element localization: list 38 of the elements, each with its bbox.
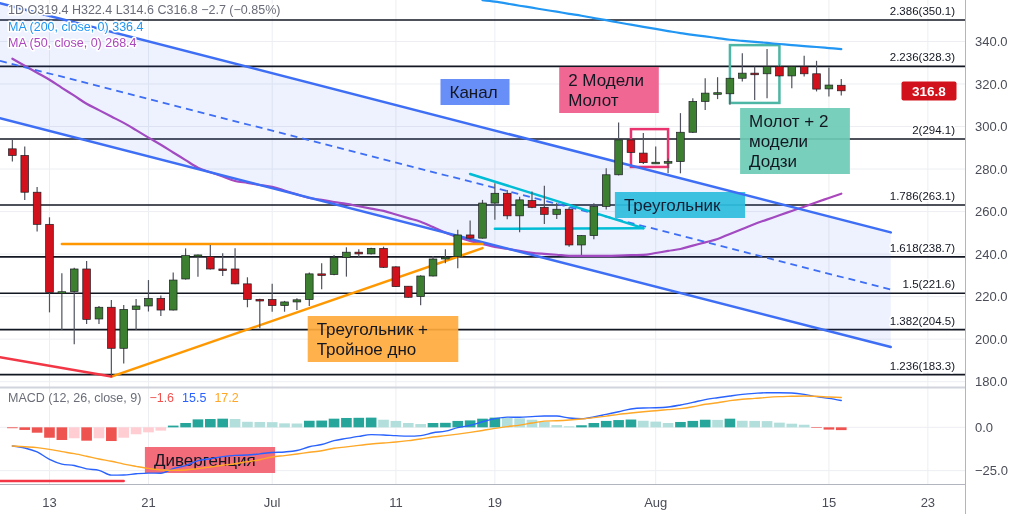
y-tick-label: −25.0	[975, 463, 1008, 479]
ref-line-label: 1.786(263.1)	[889, 189, 956, 202]
annotation: 316.8	[912, 83, 947, 99]
chart-title: MACD (12, 26, close, 9)	[8, 391, 142, 405]
x-tick-label: 23	[920, 494, 936, 510]
y-tick-label: 180.0	[975, 374, 1008, 390]
y-tick-label: 300.0	[975, 119, 1008, 135]
series-label: MA (50, close, 0) 268.4	[8, 36, 137, 50]
y-tick-label: 220.0	[975, 289, 1008, 305]
ref-line-label: 2.386(350.1)	[889, 4, 956, 17]
text: 15.5	[182, 391, 207, 405]
ref-line-label: 2(294.1)	[912, 124, 956, 137]
y-tick-label: 260.0	[975, 204, 1008, 220]
ref-line-label: 1.236(183.3)	[889, 359, 956, 372]
y-tick-label: 280.0	[975, 161, 1008, 177]
y-tick-label: 200.0	[975, 331, 1008, 347]
x-tick-label: 11	[389, 494, 403, 510]
x-tick-label: 19	[487, 494, 503, 510]
annotation: 2 Модели Молот	[568, 71, 649, 110]
y-tick-label: 0.0	[975, 419, 994, 435]
x-tick-label: 15	[821, 494, 837, 510]
ref-line-label: 2.236(328.3)	[889, 51, 956, 64]
annotation: Треугольник	[623, 196, 722, 215]
x-tick-label: 13	[42, 494, 57, 510]
annotation: Треугольник + Тройное дно	[316, 320, 433, 359]
x-tick-label: 21	[141, 494, 156, 510]
annotation: Канал	[449, 83, 498, 102]
y-tick-label: 240.0	[975, 246, 1008, 262]
series-label: −1.6	[149, 391, 175, 405]
ref-line-label: 1.618(238.7)	[889, 241, 956, 254]
x-tick-label: Aug	[644, 494, 668, 510]
annotation: Молот + 2 модели Додзи	[749, 112, 834, 171]
y-tick-label: 320.0	[975, 76, 1008, 92]
ref-line-label: 1.5(221.6)	[902, 278, 956, 291]
x-tick-label: Jul	[263, 494, 281, 510]
y-tick-label: 340.0	[975, 34, 1008, 50]
text: 17.2	[214, 391, 239, 405]
ref-line-label: 1.382(204.5)	[889, 314, 956, 327]
